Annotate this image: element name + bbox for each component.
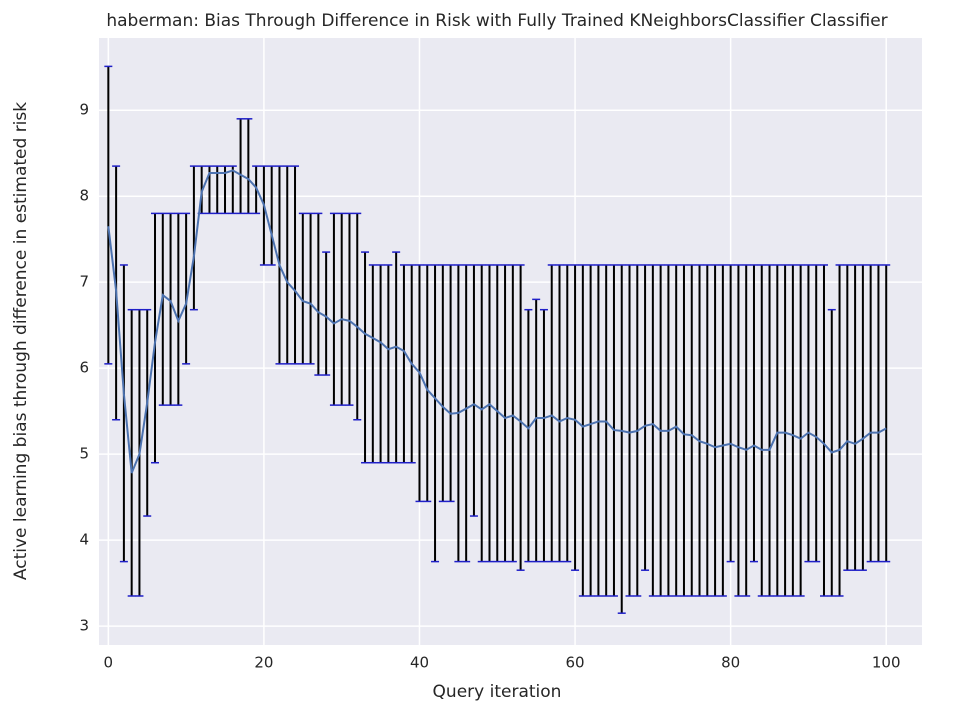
- x-tick-label: 0: [104, 654, 114, 672]
- y-axis-label: Active learning bias through difference …: [11, 102, 31, 580]
- y-tick-label: 7: [79, 273, 89, 291]
- y-tick-label: 8: [79, 187, 89, 205]
- line: [107, 169, 887, 474]
- x-tick-label: 60: [566, 654, 585, 672]
- chart-title: haberman: Bias Through Difference in Ris…: [106, 11, 887, 31]
- y-tick-label: 9: [79, 101, 89, 119]
- plot-area: [99, 38, 922, 645]
- x-axis-label: Query iteration: [433, 682, 562, 702]
- y-tick-label: 6: [79, 359, 89, 377]
- y-tick-label: 4: [79, 531, 89, 549]
- x-tick-label: 100: [872, 654, 901, 672]
- y-tick-label: 5: [79, 445, 89, 463]
- x-tick-label: 80: [721, 654, 740, 672]
- y-tick-label: 3: [79, 617, 89, 635]
- x-tick-label: 40: [410, 654, 429, 672]
- x-tick-label: 20: [254, 654, 273, 672]
